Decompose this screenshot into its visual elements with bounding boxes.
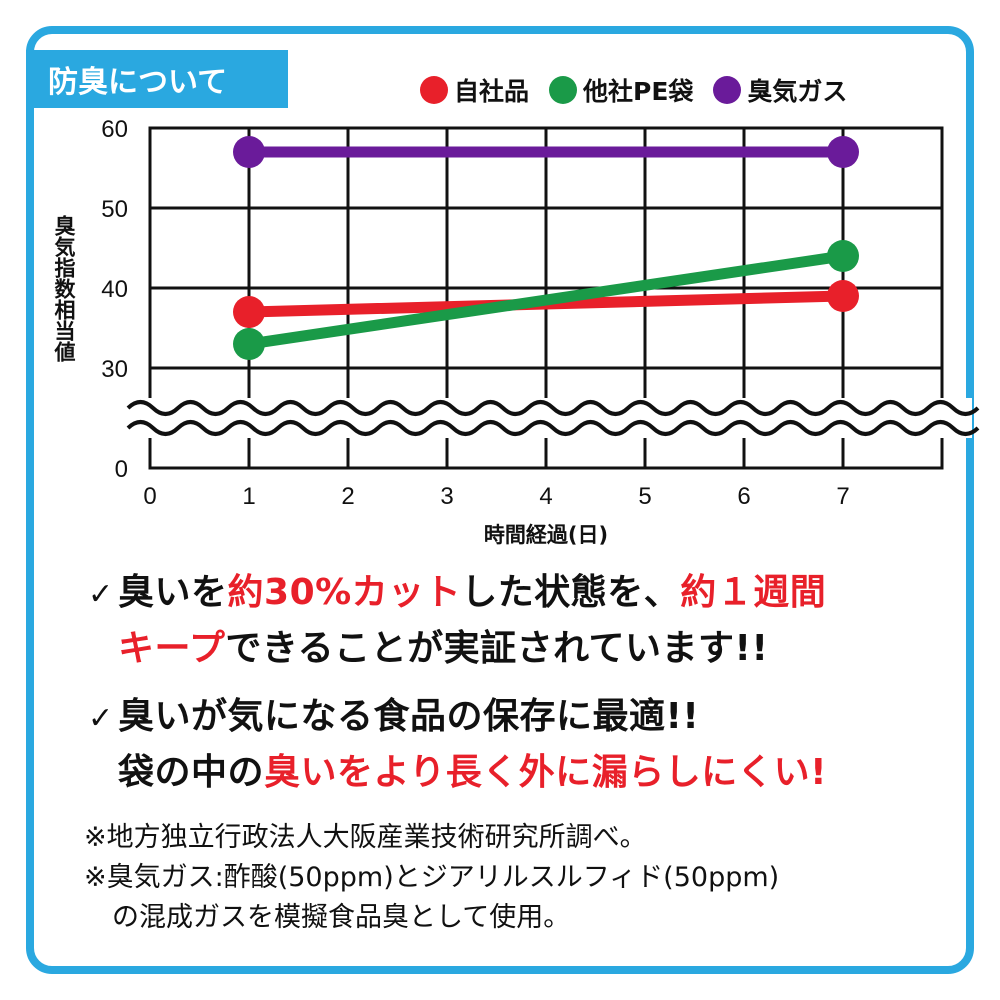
claim-2-line-1-segment-0: 臭いが気になる食品の保存に最適!! bbox=[118, 696, 700, 737]
series-0-point bbox=[233, 296, 265, 328]
claim-1-line-1-segment-1: 約30%カット bbox=[227, 572, 462, 613]
y-axis-label: 臭気指数相当値 bbox=[52, 214, 77, 362]
y-tick-label: 50 bbox=[101, 196, 128, 223]
footnote-odor-gas-continued: の混成ガスを模擬食品臭として使用。 bbox=[112, 902, 571, 933]
content-frame bbox=[26, 26, 974, 974]
axis-break-wave-bottom bbox=[126, 420, 980, 436]
x-tick-label: 4 bbox=[539, 483, 552, 510]
claim-1-line-2-segment-0: キープ bbox=[118, 628, 226, 669]
legend-item-own-product: 自社品 bbox=[420, 72, 529, 108]
x-tick-label: 1 bbox=[242, 483, 255, 510]
claim-1-line-2: キープできることが実証されています!! bbox=[88, 622, 826, 676]
legend-label-other-pe-bag: 他社PE袋 bbox=[583, 77, 694, 106]
check-icon: ✓ bbox=[88, 577, 114, 612]
series-0-point bbox=[827, 280, 859, 312]
legend-swatch-own-product bbox=[420, 76, 448, 104]
x-tick-label: 7 bbox=[836, 483, 849, 510]
x-tick-label: 6 bbox=[737, 483, 750, 510]
series-1-point bbox=[233, 328, 265, 360]
series-2-point bbox=[827, 136, 859, 168]
legend-swatch-odor-gas bbox=[713, 76, 742, 104]
plot-frame bbox=[148, 126, 944, 470]
claim-2-line-2-segment-1: 臭いをより長く外に漏らしにくい! bbox=[264, 752, 827, 793]
x-tick-label: 5 bbox=[638, 483, 651, 510]
legend-label-own-product: 自社品 bbox=[454, 77, 530, 106]
claim-2-line-2-segment-0: 袋の中の bbox=[118, 752, 265, 793]
claim-1-line-1-segment-2: した状態を、 bbox=[461, 572, 681, 613]
claim-1-line-1-segment-3: 約１週間 bbox=[680, 572, 827, 613]
legend-item-other-pe-bag: 他社PE袋 bbox=[549, 72, 693, 108]
y-tick-label: 60 bbox=[101, 116, 128, 143]
legend-swatch-other-pe-bag bbox=[549, 76, 578, 104]
check-icon: ✓ bbox=[88, 701, 114, 736]
y-tick-label: 30 bbox=[101, 356, 128, 383]
chart-legend: 自社品 他社PE袋 臭気ガス bbox=[420, 72, 847, 108]
x-tick-label: 0 bbox=[143, 483, 156, 510]
x-tick-label: 2 bbox=[341, 483, 354, 510]
claim-1-line-2-segment-1: できることが実証されています!! bbox=[225, 628, 769, 669]
footnote-source: ※地方独立行政法人大阪産業技術研究所調べ。 bbox=[84, 822, 647, 853]
odor-line-chart: 0 30 40 50 60 0 1 2 3 4 5 6 7 時間経過(日) 臭気指数相当値 bbox=[52, 116, 980, 547]
y-tick-label: 40 bbox=[101, 276, 128, 303]
claim-2-line-2: 袋の中の臭いをより長く外に漏らしにくい! bbox=[88, 746, 827, 800]
axis-break-wave-top bbox=[126, 400, 980, 416]
section-title: 防臭について bbox=[26, 50, 288, 108]
claim-2-line-1-text: 臭いが気になる食品の保存に最適!! bbox=[118, 696, 699, 737]
series-line-1 bbox=[243, 250, 849, 350]
series-2-point bbox=[233, 136, 265, 168]
claim-2: ✓ 臭いが気になる食品の保存に最適!! 袋の中の臭いをより長く外に漏らしにくい! bbox=[88, 690, 827, 800]
x-tick-label: 3 bbox=[440, 483, 453, 510]
legend-item-odor-gas: 臭気ガス bbox=[713, 72, 847, 108]
claim-2-line-1: ✓ 臭いが気になる食品の保存に最適!! bbox=[88, 690, 827, 746]
footnotes: ※地方独立行政法人大阪産業技術研究所調べ。 ※臭気ガス:酢酸(50ppm)とジア… bbox=[84, 818, 779, 938]
series-1-point bbox=[827, 240, 859, 272]
claim-1-line-1: ✓ 臭いを約30%カットした状態を、約１週間 bbox=[88, 566, 826, 622]
footnote-odor-gas: ※臭気ガス:酢酸(50ppm)とジアリルスルフィド(50ppm) bbox=[84, 862, 780, 893]
claim-1-line-1-text: 臭いを約30%カットした状態を、約１週間 bbox=[118, 572, 826, 613]
legend-label-odor-gas: 臭気ガス bbox=[747, 77, 848, 106]
y-tick-label: 0 bbox=[115, 456, 128, 483]
claim-1: ✓ 臭いを約30%カットした状態を、約１週間 キープできることが実証されています!… bbox=[88, 566, 826, 676]
claim-1-line-1-segment-0: 臭いを bbox=[118, 572, 228, 613]
x-axis-label: 時間経過(日) bbox=[484, 523, 608, 547]
